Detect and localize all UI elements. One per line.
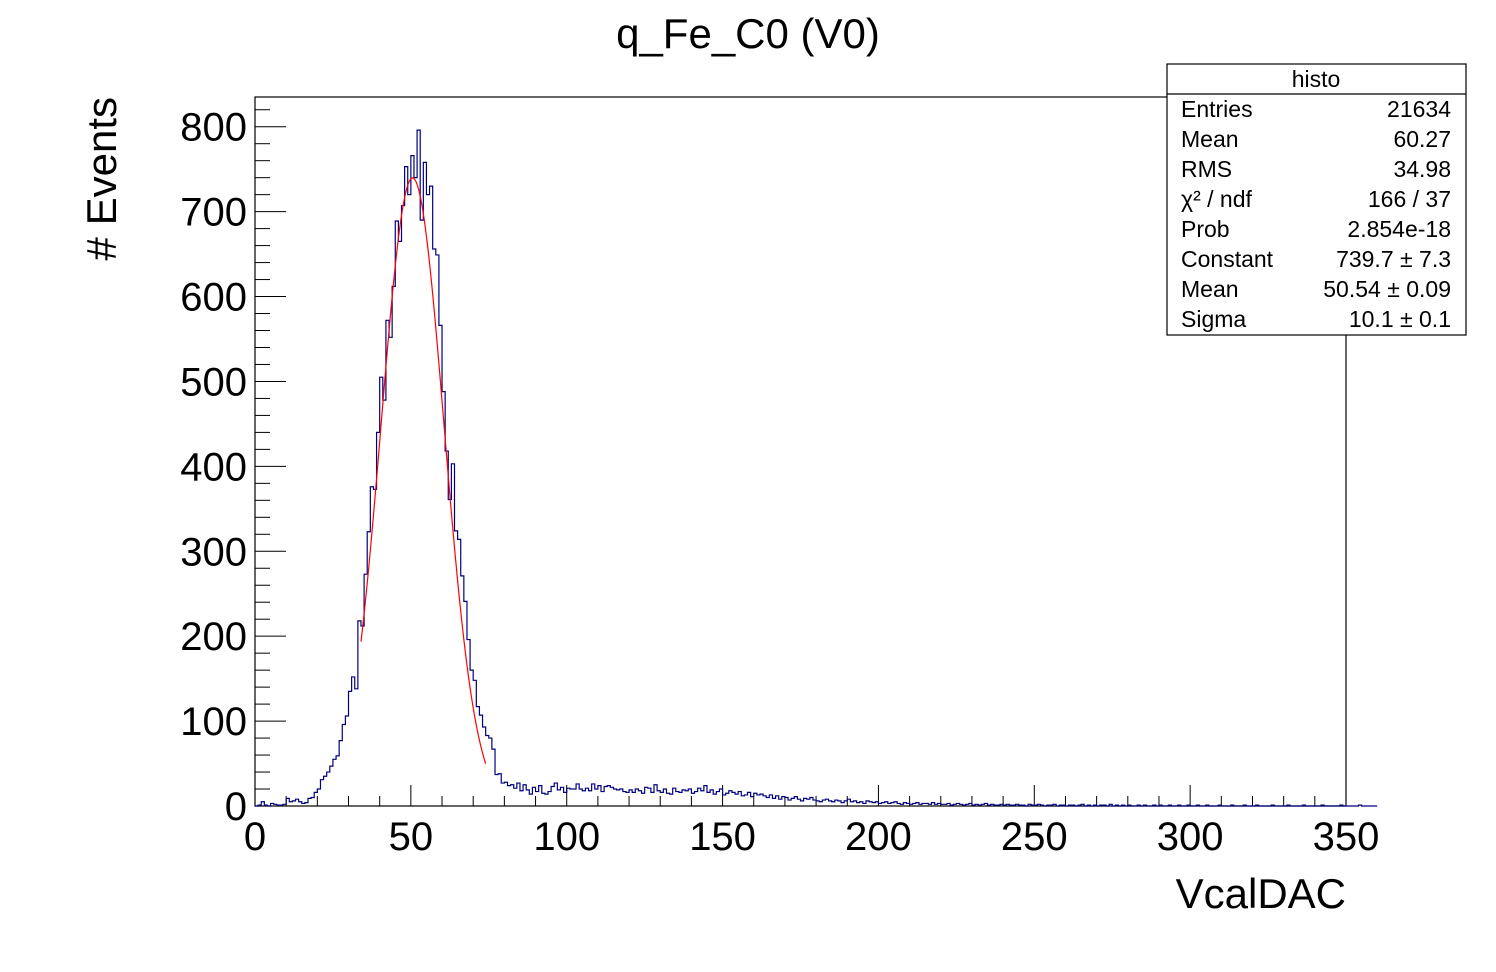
y-tick-label: 600 [180,276,247,320]
histogram-series [255,129,1378,807]
stats-row-value: 60.27 [1393,126,1451,152]
y-tick-label: 400 [180,445,247,489]
stats-row-label: RMS [1181,156,1232,182]
stats-row-value: 2.854e-18 [1347,216,1451,242]
stats-box-title: histo [1292,66,1341,92]
x-tick-label: 150 [689,815,756,859]
y-tick-label: 300 [180,530,247,574]
stats-row-value: 50.54 ± 0.09 [1323,276,1451,302]
y-tick-label: 200 [180,615,247,659]
fit-curve [360,177,487,764]
stats-row-label: Sigma [1181,306,1246,332]
y-axis-title: # Events [78,97,125,260]
stats-box-frame [1166,63,1467,336]
stats-row-value: 34.98 [1393,156,1451,182]
x-axis-ticks [254,785,1347,806]
chart-title: q_Fe_C0 (V0) [616,10,880,57]
x-axis-tick-labels: 0 50 100 150 200 250 300 350 [244,815,1380,859]
gaussian-fit-series [360,177,487,764]
x-tick-label: 250 [1001,815,1068,859]
stats-row-label: Constant [1181,246,1274,272]
histogram-step-line [255,129,1378,807]
stats-row-label: Mean [1181,276,1239,302]
x-tick-label: 350 [1313,815,1380,859]
x-axis-title: VcalDAC [1176,870,1346,917]
stats-row-label: Entries [1181,96,1253,122]
x-tick-label: 0 [244,815,266,859]
x-tick-label: 300 [1157,815,1224,859]
y-axis-ticks [255,109,286,807]
x-tick-label: 200 [845,815,912,859]
x-tick-label: 100 [533,815,600,859]
stats-row-label: χ² / ndf [1181,186,1252,212]
stats-row-value: 10.1 ± 0.1 [1349,306,1451,332]
stats-row-label: Mean [1181,126,1239,152]
stats-row-value: 166 / 37 [1368,186,1451,212]
stats-box-rows: Entries 21634 Mean 60.27 RMS 34.98 χ² / ndf 166… [1181,96,1451,332]
stats-box: histo Entries 21634 Mean 60.27 RMS 34.98 χ² / … [1166,63,1467,336]
stats-row-value: 21634 [1387,96,1451,122]
stats-row-value: 739.7 ± 7.3 [1336,246,1451,272]
y-tick-label: 800 [180,106,247,150]
y-tick-label: 100 [180,700,247,744]
x-tick-label: 50 [389,815,434,859]
y-tick-label: 0 [225,785,247,829]
stats-row-label: Prob [1181,216,1230,242]
y-tick-label: 500 [180,360,247,404]
y-axis-tick-labels: 0 100 200 300 400 500 600 700 800 [180,106,247,829]
y-tick-label: 700 [180,191,247,235]
plot-frame [254,96,1347,807]
